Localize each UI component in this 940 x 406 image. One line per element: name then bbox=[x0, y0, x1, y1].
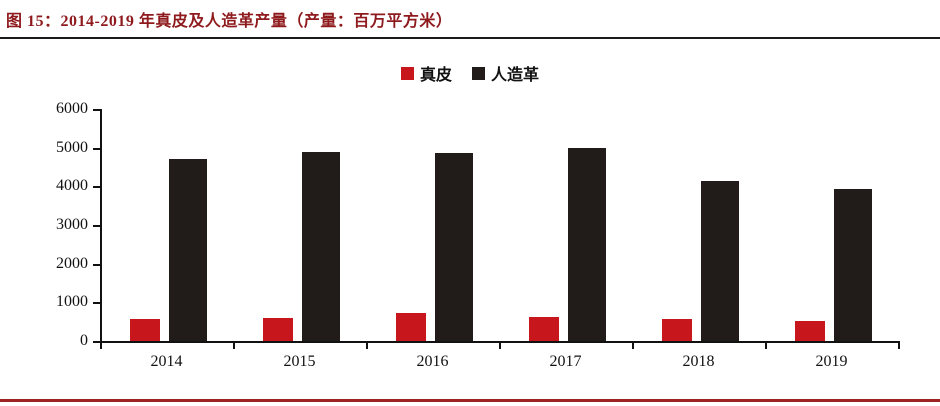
y-tick-label: 1000 bbox=[56, 293, 88, 311]
bar-s0-2014 bbox=[130, 318, 160, 341]
x-tick-mark bbox=[632, 343, 634, 349]
bar-s1-2014 bbox=[169, 159, 207, 341]
y-tick-mark bbox=[93, 263, 100, 266]
x-tick-mark bbox=[499, 343, 501, 349]
x-category-label: 2018 bbox=[682, 353, 715, 370]
bar-s0-2015 bbox=[263, 317, 293, 341]
x-category-label: 2019 bbox=[815, 353, 848, 370]
y-tick-mark bbox=[93, 225, 100, 227]
bar-s0-2017 bbox=[529, 316, 559, 341]
legend-swatch-icon bbox=[400, 66, 414, 80]
bar-chart: 0 1000 2000 3000 4000 5000 6000 2014 2015 2016 201… bbox=[20, 99, 920, 389]
legend-item-1: 人造革 bbox=[472, 61, 539, 85]
legend-swatch-icon bbox=[472, 66, 485, 80]
bar-s1-2019 bbox=[834, 189, 872, 341]
figure-caption-bar: 图 15：2014-2019 年真皮及人造革产量（产量：百万平方米） bbox=[0, 0, 940, 39]
chart-legend: 真皮 人造革 bbox=[0, 61, 940, 85]
y-tick-label: 6000 bbox=[56, 100, 88, 117]
y-tick-mark bbox=[93, 147, 100, 150]
bar-s0-2019 bbox=[795, 320, 825, 341]
figure-caption: 图 15：2014-2019 年真皮及人造革产量（产量：百万平方米） bbox=[6, 13, 453, 30]
legend-label: 人造革 bbox=[491, 67, 540, 84]
y-tick-label: 2000 bbox=[56, 254, 88, 272]
y-tick-mark bbox=[93, 109, 100, 111]
x-tick-mark bbox=[233, 343, 235, 349]
legend-item-0: 真皮 bbox=[400, 61, 452, 85]
bar-s1-2017 bbox=[568, 148, 606, 341]
y-tick-mark bbox=[93, 186, 100, 189]
x-tick-mark bbox=[765, 343, 767, 349]
x-category-label: 2017 bbox=[549, 353, 582, 370]
x-category-label: 2015 bbox=[283, 353, 316, 370]
bar-s1-2016 bbox=[435, 152, 473, 341]
y-tick-label: 4000 bbox=[56, 177, 88, 195]
y-tick-mark bbox=[93, 341, 100, 343]
bar-s0-2016 bbox=[396, 313, 426, 341]
y-tick-label: 5000 bbox=[56, 138, 88, 156]
x-tick-mark bbox=[898, 343, 900, 349]
x-tick-mark bbox=[100, 343, 102, 349]
x-category-label: 2016 bbox=[416, 353, 449, 370]
y-tick-label: 0 bbox=[80, 332, 88, 349]
x-tick-mark bbox=[366, 343, 368, 349]
y-tick-mark bbox=[93, 302, 100, 305]
bottom-divider bbox=[0, 399, 940, 402]
bar-s1-2018 bbox=[701, 180, 739, 341]
y-axis-line bbox=[100, 109, 102, 341]
bar-s0-2018 bbox=[662, 319, 692, 341]
x-axis-line bbox=[100, 341, 900, 343]
bar-s1-2015 bbox=[302, 151, 340, 341]
legend-label: 真皮 bbox=[419, 67, 452, 84]
x-category-label: 2014 bbox=[150, 353, 183, 370]
y-tick-label: 3000 bbox=[56, 216, 88, 233]
